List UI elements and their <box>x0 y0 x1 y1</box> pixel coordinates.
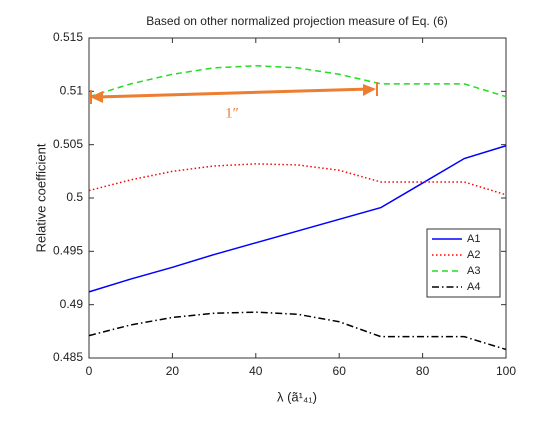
legend-label: A4 <box>467 281 480 293</box>
y-tick-label: 0.5 <box>66 190 83 204</box>
legend-label: A3 <box>467 265 480 277</box>
y-tick-label: 0.515 <box>53 30 83 44</box>
x-tick-label: 100 <box>496 364 516 378</box>
legend-label: A1 <box>467 233 480 245</box>
legend: A1 A2 A3 A4 <box>426 228 501 298</box>
plot: 0 20 40 60 80 100 0.485 0.49 0.495 0.5 0.505 0.51 0.… <box>53 30 516 378</box>
x-tick-label: 60 <box>333 364 347 378</box>
annotation: 1″ <box>225 105 239 121</box>
chart-title: Based on other normalized projection mea… <box>146 14 448 28</box>
x-tick-label: 40 <box>249 364 263 378</box>
line-series <box>88 64 507 98</box>
line-series <box>88 163 507 196</box>
legend-box <box>426 228 501 298</box>
y-tick-label: 0.495 <box>53 244 83 258</box>
y-tick-label: 0.505 <box>53 137 83 151</box>
x-axis-label: λ (ã¹₄₁) <box>277 389 317 404</box>
line-series <box>88 145 507 293</box>
x-tick-label: 20 <box>166 364 180 378</box>
line-series <box>88 311 507 351</box>
y-axis-label: Relative coefficient <box>33 143 48 252</box>
y-tick-label: 0.49 <box>60 297 84 311</box>
legend-label: A2 <box>467 249 480 261</box>
y-tick-label: 0.51 <box>60 84 84 98</box>
y-tick-label: 0.485 <box>53 350 83 364</box>
annotation-arrow <box>90 82 378 104</box>
x-tick-label: 80 <box>416 364 430 378</box>
x-tick-label: 0 <box>86 364 93 378</box>
